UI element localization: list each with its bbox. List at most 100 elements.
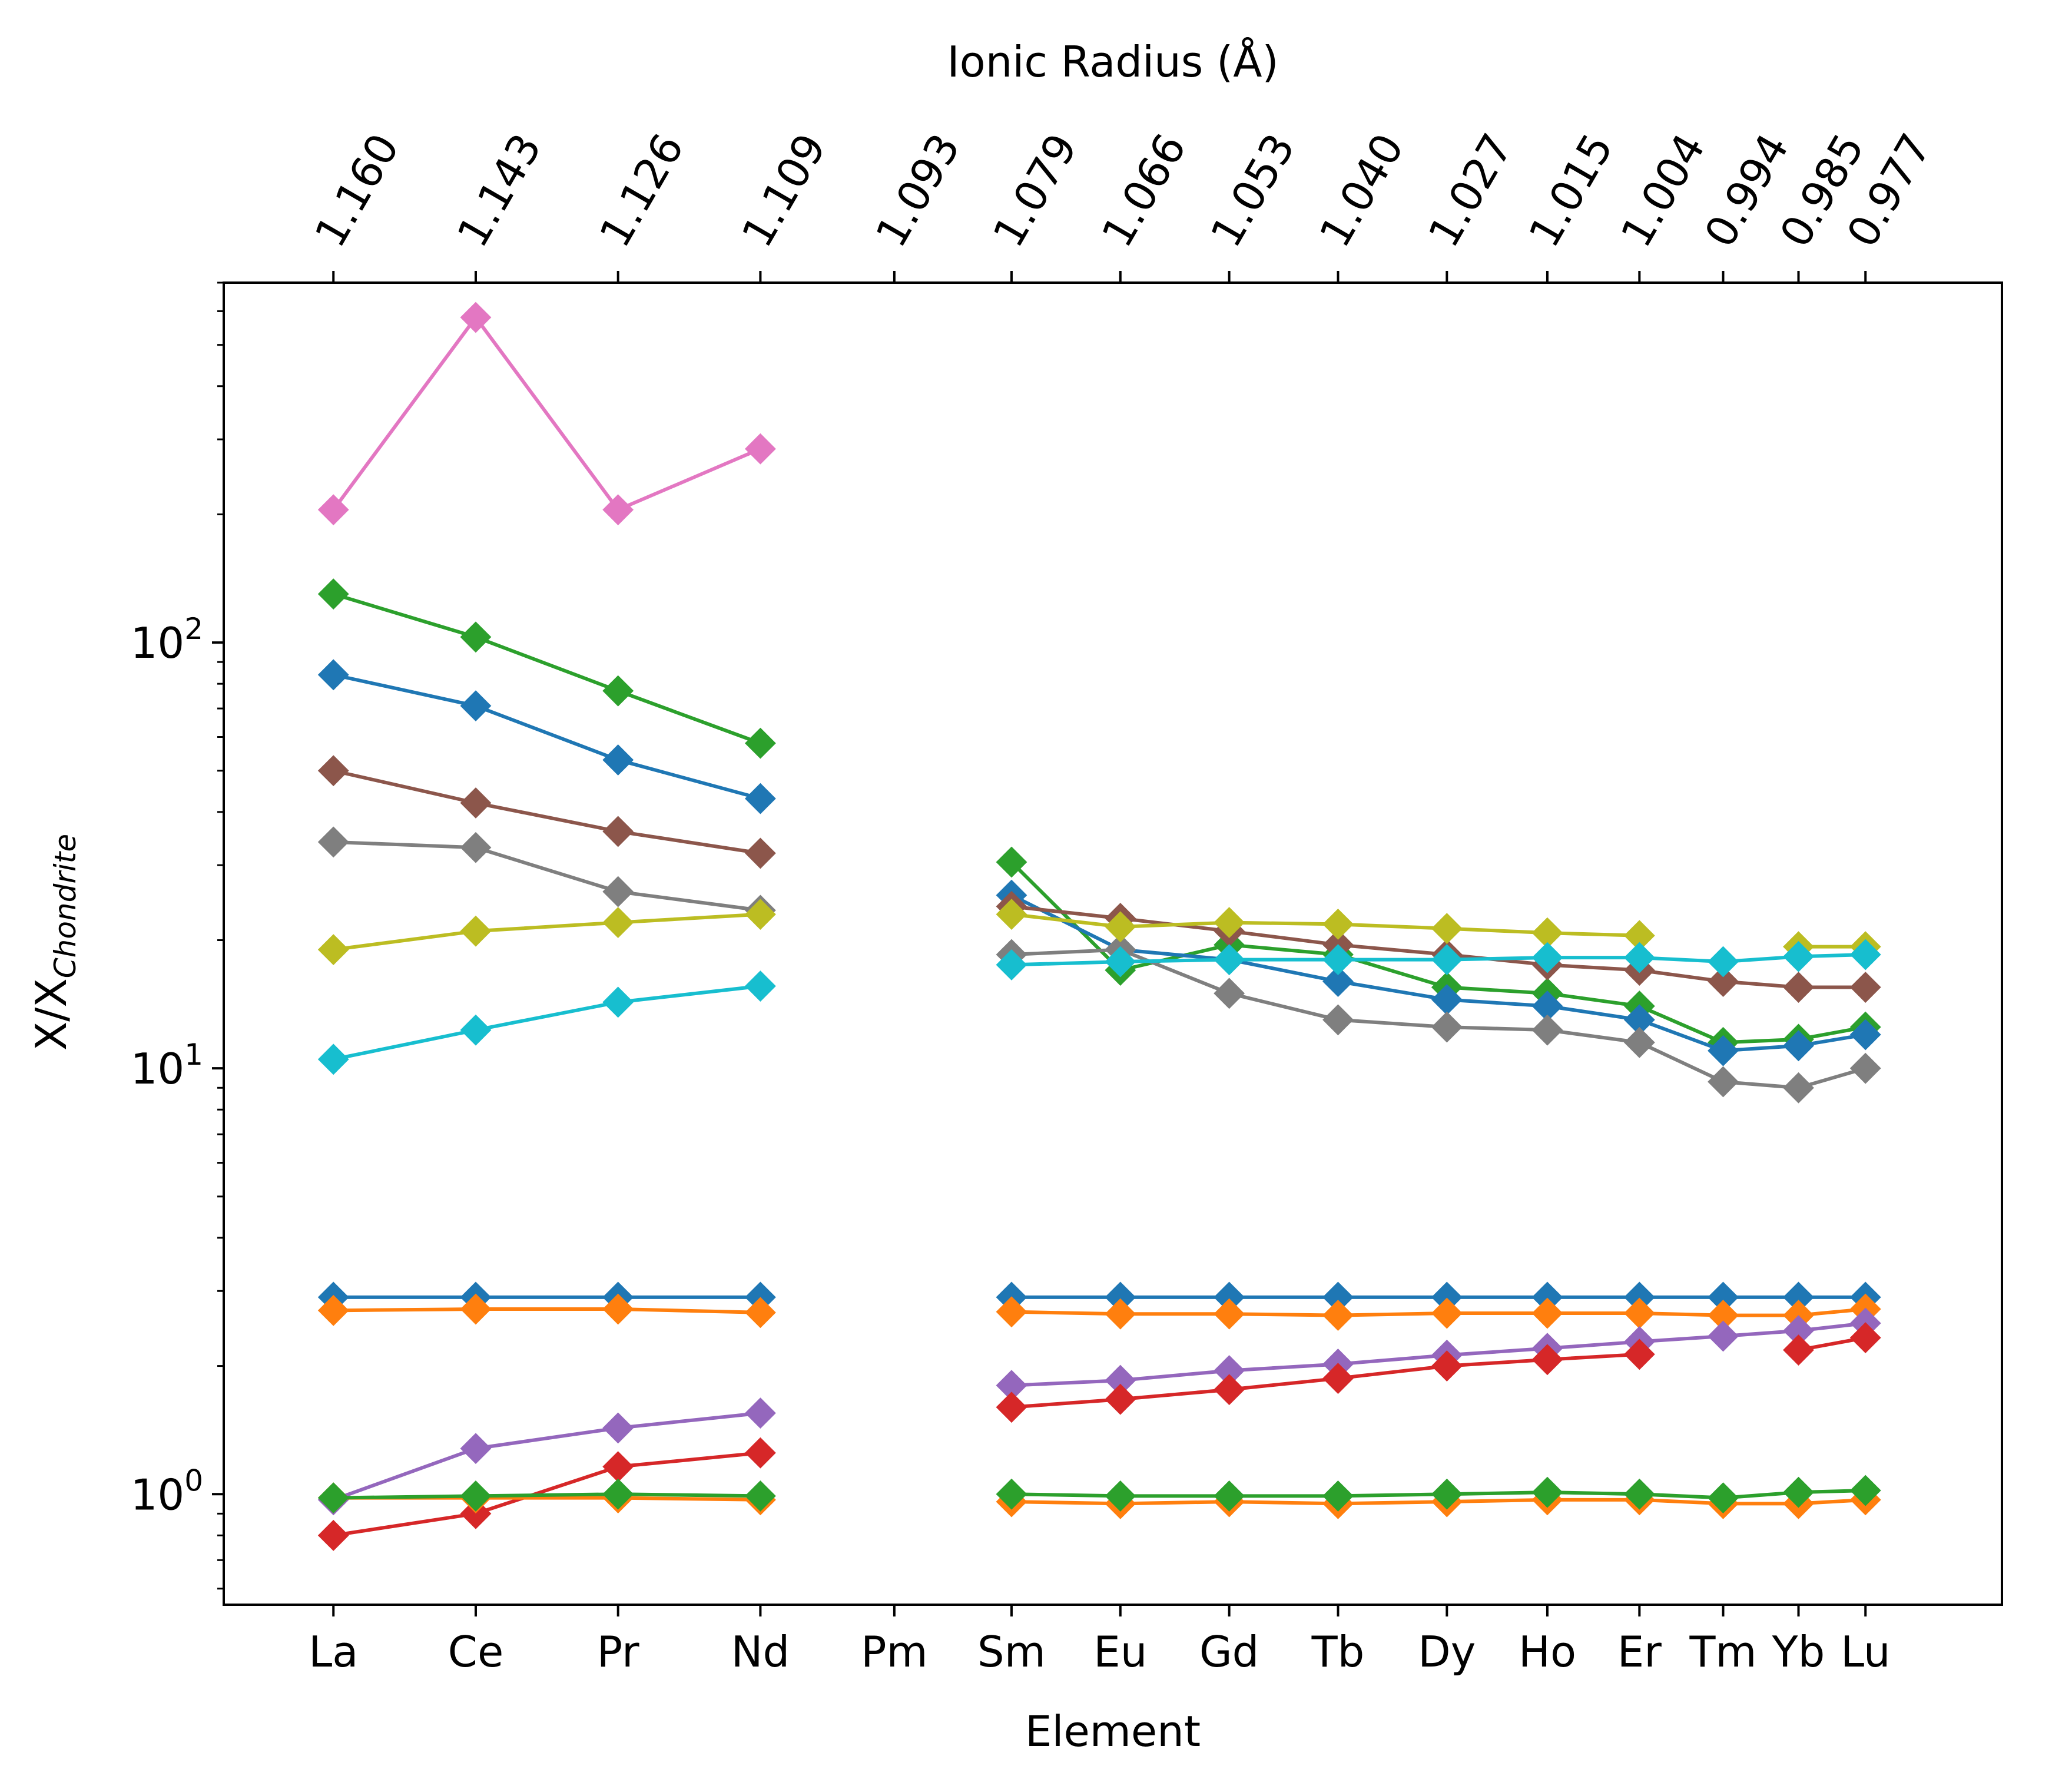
x-tick-label: Ce <box>448 1627 504 1677</box>
data-point-marker <box>996 1296 1027 1328</box>
series-line <box>1010 893 1866 1053</box>
series-line <box>1011 1498 1866 1506</box>
data-point-marker <box>1783 1334 1814 1366</box>
data-point-marker <box>1623 942 1655 973</box>
bottom-x-axis: La Ce Pr Nd Pm Sm Eu Gd Tb Dy Ho Er Tm Yb Lu <box>309 1605 1890 1677</box>
data-point-marker <box>317 1519 349 1551</box>
data-point-marker <box>744 837 776 869</box>
series-line <box>333 673 761 801</box>
data-point-marker <box>996 846 1027 878</box>
data-point-marker <box>744 1397 776 1429</box>
data-point-marker <box>1849 1052 1881 1084</box>
data-point-marker <box>317 1294 349 1326</box>
series-line <box>1011 1489 1866 1500</box>
data-point-marker <box>744 1437 776 1469</box>
x-tick-label: Tb <box>1311 1627 1365 1677</box>
data-point-marker <box>744 899 776 930</box>
data-point-marker <box>1431 1011 1463 1043</box>
data-point-marker <box>1623 1478 1655 1510</box>
x-tick-label: Yb <box>1772 1627 1825 1677</box>
top-tick-label: 1.027 <box>1418 125 1522 256</box>
series-line <box>333 840 761 912</box>
data-point-marker <box>1105 911 1136 943</box>
data-point-marker <box>460 621 492 653</box>
y-axis-label: X/XChondrite <box>26 834 82 1051</box>
data-point-marker <box>1214 907 1245 938</box>
data-point-marker <box>1214 944 1245 975</box>
data-point-marker <box>317 659 349 691</box>
data-point-marker <box>1531 1344 1563 1376</box>
series-line <box>333 1411 761 1502</box>
data-point-marker <box>1783 972 1814 1003</box>
x-tick-label: Gd <box>1199 1627 1259 1677</box>
series-line <box>333 912 761 952</box>
data-point-marker <box>460 302 492 333</box>
data-point-marker <box>602 494 634 526</box>
top-axis-label: Ionic Radius (Å) <box>947 37 1278 87</box>
data-point-marker <box>1623 1297 1655 1329</box>
top-tick-label: 1.066 <box>1092 125 1196 256</box>
data-point-marker <box>460 1480 492 1512</box>
data-point-marker <box>602 1451 634 1483</box>
series-5 <box>317 826 1881 1104</box>
data-point-marker <box>1431 1478 1463 1510</box>
data-point-marker <box>317 934 349 966</box>
x-axis-label: Element <box>1025 1707 1201 1756</box>
data-point-marker <box>1849 1322 1881 1354</box>
data-point-marker <box>1431 944 1463 975</box>
x-tick-label: Pr <box>597 1627 639 1677</box>
series-layer <box>317 302 1881 1551</box>
series-7 <box>317 939 1881 1075</box>
data-point-marker <box>1849 1475 1881 1506</box>
y-tick-label: 102 <box>131 612 203 668</box>
series-line <box>333 984 761 1061</box>
data-point-marker <box>996 1478 1027 1510</box>
data-point-marker <box>1783 940 1814 972</box>
series-line <box>1011 1321 1866 1387</box>
series-6 <box>317 899 1881 966</box>
series-13 <box>317 1475 1881 1514</box>
data-point-marker <box>1849 1019 1881 1051</box>
data-point-marker <box>1431 913 1463 945</box>
x-tick-label: La <box>309 1627 358 1677</box>
data-point-marker <box>996 949 1027 980</box>
data-point-marker <box>1105 1480 1136 1512</box>
data-point-marker <box>1531 1014 1563 1046</box>
data-point-marker <box>1322 1300 1354 1331</box>
data-point-marker <box>1214 1480 1245 1512</box>
data-point-marker <box>1531 1297 1563 1329</box>
data-point-marker <box>602 816 634 847</box>
series-line <box>331 316 761 512</box>
top-tick-label: 1.004 <box>1611 125 1715 256</box>
data-point-marker <box>1214 1298 1245 1330</box>
data-point-marker <box>1849 972 1881 1003</box>
data-point-marker <box>460 915 492 947</box>
data-point-marker <box>744 1297 776 1329</box>
series-line <box>333 1492 761 1500</box>
data-point-marker <box>1783 1476 1814 1508</box>
data-point-marker <box>317 826 349 858</box>
data-point-marker <box>1431 1297 1463 1329</box>
data-point-marker <box>602 986 634 1018</box>
top-tick-label: 1.093 <box>866 125 970 256</box>
y-tick-label: 101 <box>131 1038 203 1094</box>
series-line <box>1011 905 1866 989</box>
plot-frame <box>223 281 2003 1606</box>
data-point-marker <box>1322 1363 1354 1394</box>
data-point-marker <box>1322 966 1354 997</box>
series-line <box>1011 1307 1866 1317</box>
y-axis-label-main: X/X <box>26 978 76 1051</box>
series-line <box>333 1307 761 1314</box>
x-tick-label: Er <box>1617 1627 1662 1677</box>
data-point-marker <box>996 1392 1027 1423</box>
data-point-marker <box>460 787 492 819</box>
data-point-marker <box>1431 1350 1463 1382</box>
data-point-marker <box>460 1014 492 1046</box>
y-tick-exponent: 2 <box>184 612 203 646</box>
data-point-marker <box>1708 1035 1739 1066</box>
series-11 <box>317 1322 1881 1551</box>
data-point-marker <box>602 876 634 907</box>
x-tick-label: Tm <box>1689 1627 1756 1677</box>
